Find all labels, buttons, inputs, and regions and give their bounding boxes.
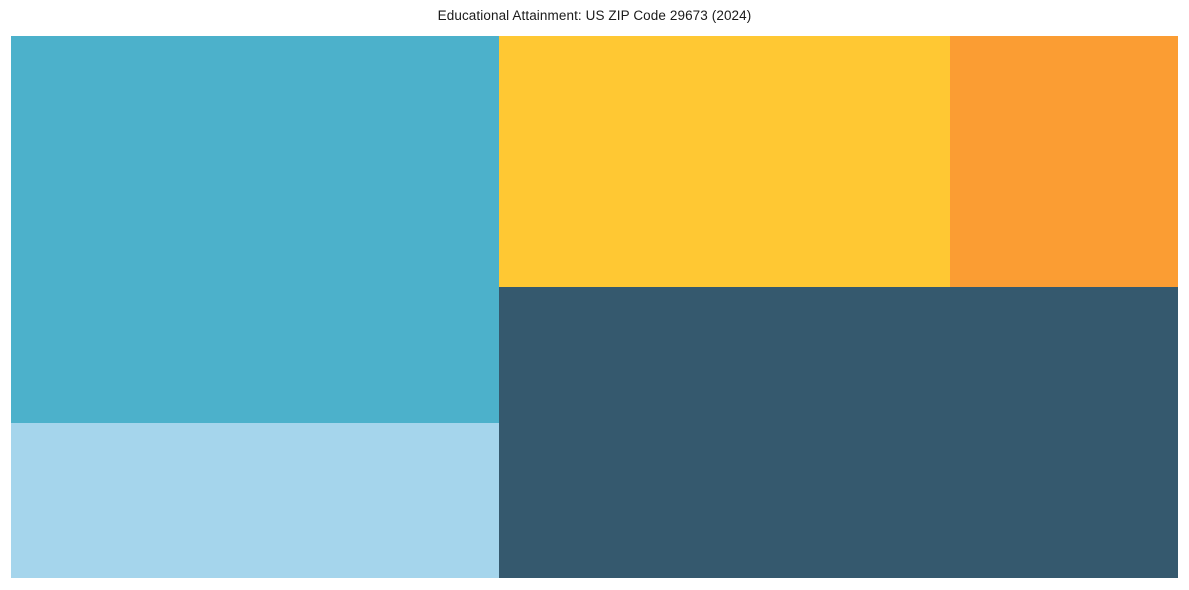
treemap-tile-slate[interactable] [498, 287, 1178, 578]
treemap-tile-lightblue[interactable] [11, 422, 499, 578]
treemap-tile-yellow[interactable] [498, 36, 950, 287]
treemap-tile-teal[interactable] [11, 36, 499, 423]
treemap-tile-orange[interactable] [949, 36, 1178, 287]
chart-title: Educational Attainment: US ZIP Code 2967… [437, 8, 752, 23]
treemap-plot-area [11, 36, 1178, 578]
